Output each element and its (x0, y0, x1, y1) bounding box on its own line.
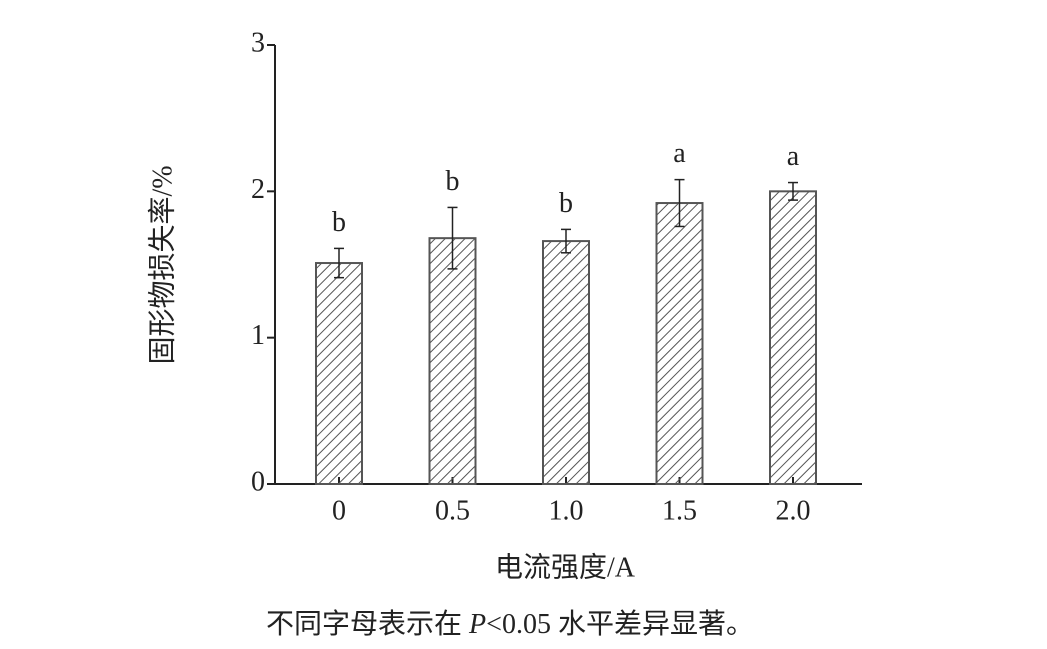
y-tick-label: 0 (251, 466, 265, 497)
x-tick-label: 0 (332, 495, 346, 526)
significance-letter: a (787, 141, 800, 172)
footnote-text: <0.05 水平差异显著。 (486, 608, 754, 640)
bar (542, 240, 590, 485)
x-tick-label: 1.5 (662, 495, 697, 526)
significance-letter: a (673, 138, 686, 169)
bar (769, 190, 817, 485)
x-tick-label: 2.0 (776, 495, 811, 526)
significance-letter: b (446, 166, 460, 197)
footnote: 不同字母表示在 P<0.05 水平差异显著。 (266, 608, 754, 640)
bar (655, 202, 704, 485)
x-tick-label: 0.5 (435, 495, 470, 526)
bar (315, 262, 363, 485)
bar (428, 237, 477, 485)
footnote-italic: P (468, 609, 486, 640)
significance-letter: b (559, 188, 573, 219)
footnote-text: 不同字母表示在 (266, 608, 469, 640)
significance-letter: b (332, 207, 346, 238)
y-tick-label: 2 (251, 174, 265, 205)
y-tick-label: 1 (251, 320, 265, 351)
y-axis-label: 固形物损失率/% (146, 165, 178, 364)
x-tick-label: 1.0 (549, 495, 584, 526)
x-axis-label: 电流强度/A (495, 551, 636, 583)
y-tick-label: 3 (251, 27, 265, 58)
